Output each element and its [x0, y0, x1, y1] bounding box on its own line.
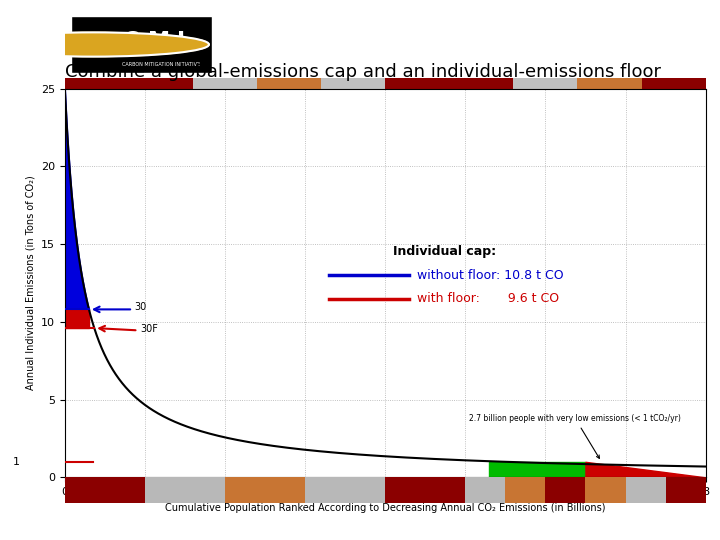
Text: Combine a global-emissions cap and an individual-emissions floor: Combine a global-emissions cap and an in… — [65, 63, 661, 82]
Bar — [513, 78, 577, 89]
Text: CARBON MITIGATION INITIATIVE: CARBON MITIGATION INITIATIVE — [122, 62, 201, 67]
Text: with floor:       9.6 t CO: with floor: 9.6 t CO — [418, 292, 559, 305]
Text: 1: 1 — [13, 457, 20, 467]
Circle shape — [0, 32, 209, 57]
Y-axis label: Annual Individual Emissions (in Tons of CO₂): Annual Individual Emissions (in Tons of … — [25, 176, 35, 390]
Text: 30: 30 — [135, 302, 147, 312]
Bar — [385, 477, 426, 503]
Bar — [305, 477, 345, 503]
Bar — [257, 78, 321, 89]
Text: without floor: 10.8 t CO: without floor: 10.8 t CO — [418, 269, 564, 282]
Bar — [585, 477, 626, 503]
Bar — [642, 78, 706, 89]
Bar — [65, 78, 129, 89]
Bar — [105, 477, 145, 503]
Text: 2.7 billion people with very low emissions (< 1 tCO₂/yr): 2.7 billion people with very low emissio… — [469, 414, 681, 458]
Bar — [426, 477, 465, 503]
Bar — [129, 78, 193, 89]
Bar — [265, 477, 305, 503]
Bar — [465, 477, 505, 503]
Text: I: I — [177, 31, 185, 51]
Bar — [546, 477, 585, 503]
Bar — [626, 477, 665, 503]
Bar — [193, 78, 257, 89]
X-axis label: Cumulative Population Ranked According to Decreasing Annual CO₂ Emissions (in Bi: Cumulative Population Ranked According t… — [165, 503, 606, 512]
Bar — [577, 78, 642, 89]
Bar — [385, 78, 449, 89]
Bar — [225, 477, 265, 503]
Bar — [321, 78, 385, 89]
Text: C: C — [122, 31, 139, 51]
Text: Individual cap:: Individual cap: — [393, 245, 496, 258]
Bar — [505, 477, 546, 503]
Text: 30F: 30F — [140, 324, 158, 334]
Bar — [65, 477, 105, 503]
Bar — [665, 477, 706, 503]
Bar — [449, 78, 513, 89]
Bar — [71, 16, 212, 73]
Bar — [145, 477, 185, 503]
Text: M: M — [148, 31, 170, 51]
Bar — [185, 477, 225, 503]
Bar — [345, 477, 385, 503]
